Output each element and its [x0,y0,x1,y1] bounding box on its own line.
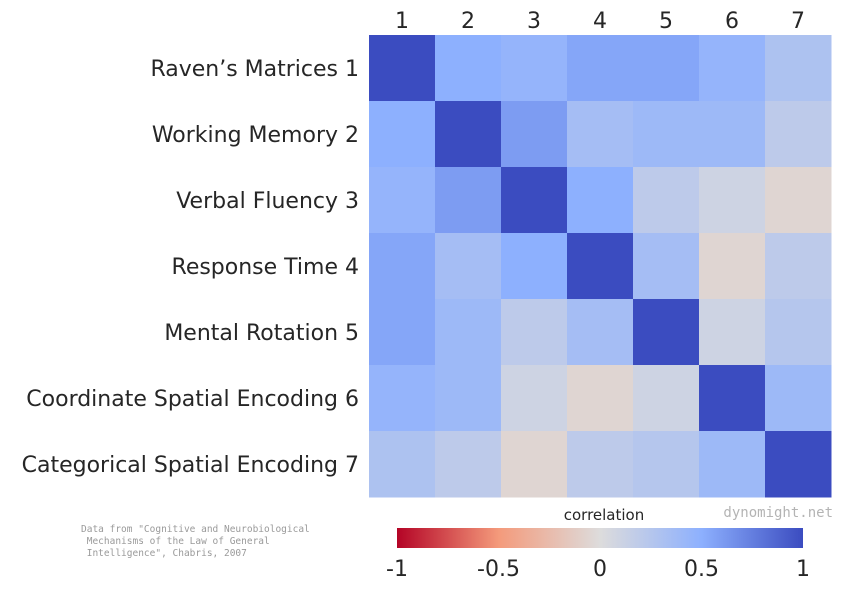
colorbar-tick-label: 0.5 [684,557,719,582]
heatmap-cell [435,431,502,498]
heatmap-cell [765,431,832,498]
source-note-line-1: Data from "Cognitive and Neurobiological [81,524,310,535]
heatmap-cell [567,431,634,498]
row-label: Coordinate Spatial Encoding 6 [26,387,359,412]
heatmap-cell [435,365,502,432]
row-label: Verbal Fluency 3 [176,189,359,214]
column-label: 7 [791,9,805,34]
heatmap-cell [501,101,568,168]
column-label: 5 [659,9,673,34]
heatmap-cell [369,167,436,234]
heatmap-cell [501,299,568,366]
column-label: 3 [527,9,541,34]
heatmap-cell [567,167,634,234]
heatmap-cell [567,101,634,168]
row-label: Response Time 4 [172,255,359,280]
watermark: dynomight.net [723,505,833,521]
row-labels: Raven’s Matrices 1 Working Memory 2 Verbal… [22,57,359,478]
heatmap-cell [699,35,766,102]
heatmap-cell [633,233,700,300]
heatmap-cell [501,431,568,498]
heatmap-cell [501,233,568,300]
heatmap-cell [699,299,766,366]
column-label: 6 [725,9,739,34]
heatmap-cell [765,101,832,168]
heatmap-cell [435,233,502,300]
heatmap-cell [633,365,700,432]
row-label: Working Memory 2 [152,123,359,148]
heatmap-cell [765,35,832,102]
heatmap-cell [567,299,634,366]
colorbar-tick-label: 0 [593,557,607,582]
heatmap-cell [567,35,634,102]
heatmap-cell [633,167,700,234]
heatmap-cell [699,365,766,432]
heatmap-cell [435,299,502,366]
heatmap-cell [501,35,568,102]
heatmap-cell [633,101,700,168]
heatmap-cell [765,299,832,366]
colorbar-tick-label: -0.5 [477,557,520,582]
heatmap-cell [633,299,700,366]
colorbar-tick-label: -1 [386,557,408,582]
colorbar-gradient [397,528,803,548]
colorbar: correlation -1 -0.5 0 0.5 1 [386,506,810,582]
heatmap-cells [369,35,832,498]
heatmap-cell [633,35,700,102]
colorbar-ticks: -1 -0.5 0 0.5 1 [386,557,810,582]
source-note-line-2: Mechanisms of the Law of General [81,536,270,547]
heatmap-cell [699,233,766,300]
heatmap-cell [369,365,436,432]
heatmap-cell [435,35,502,102]
heatmap-cell [633,431,700,498]
column-labels: 1 2 3 4 5 6 7 [395,9,805,34]
heatmap-cell [699,101,766,168]
heatmap-cell [699,167,766,234]
heatmap-cell [369,431,436,498]
column-label: 2 [461,9,475,34]
heatmap-cell [369,299,436,366]
row-label: Categorical Spatial Encoding 7 [22,453,359,478]
heatmap-cell [369,35,436,102]
colorbar-tick-label: 1 [796,557,810,582]
heatmap-cell [369,101,436,168]
heatmap-cell [567,233,634,300]
heatmap-cell [501,365,568,432]
source-note: Data from "Cognitive and Neurobiological… [81,524,310,559]
heatmap-cell [765,167,832,234]
column-label: 1 [395,9,409,34]
source-note-line-3: Intelligence", Chabris, 2007 [81,548,247,559]
row-label: Mental Rotation 5 [164,321,359,346]
heatmap-cell [501,167,568,234]
heatmap-cell [765,233,832,300]
heatmap-cell [699,431,766,498]
row-label: Raven’s Matrices 1 [150,57,359,82]
heatmap-cell [369,233,436,300]
colorbar-title: correlation [564,506,645,524]
column-label: 4 [593,9,607,34]
heatmap-cell [435,167,502,234]
heatmap-cell [435,101,502,168]
heatmap-cell [765,365,832,432]
heatmap-cell [567,365,634,432]
